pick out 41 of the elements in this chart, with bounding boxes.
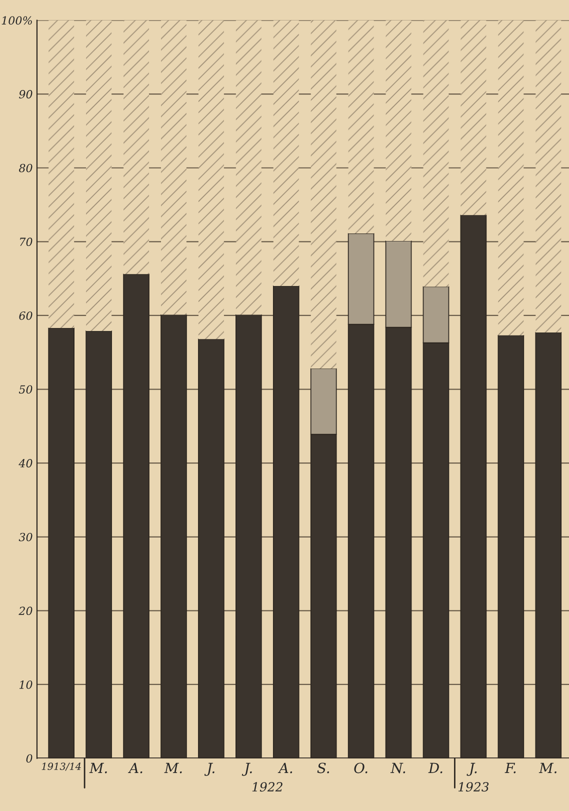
x-tick-label: N. [390,762,406,774]
bar [460,20,486,216]
bar [273,20,299,286]
x-tick-label: M. [89,762,107,774]
bar [86,20,112,331]
x-tick-label: J. [204,762,214,776]
bar [386,20,412,241]
bar [536,20,562,332]
y-tick-label: 50 [18,385,32,394]
y-tick-label: 20 [18,606,32,616]
x-tick-label: O. [354,762,368,774]
x-tick-label: J. [466,762,477,776]
bar [160,20,186,315]
bar [124,20,150,274]
x-tick-label: F. [504,762,516,774]
bar [198,20,224,340]
bar [423,20,449,287]
y-tick-label: 100% [2,16,32,25]
y-tick-label: 70 [20,238,32,246]
text: 1922 [252,782,282,792]
bar [498,20,524,336]
bar [348,20,374,234]
y-tick-label: 30 [18,532,32,542]
bar [310,20,336,369]
x-tick-label: A. [278,762,292,774]
y-tick-label: 60 [19,311,32,320]
bar [48,20,74,328]
x-tick-label: J. [242,762,252,776]
text: 1923 [458,782,489,792]
y-tick-label: 80 [19,164,32,172]
x-tick-label: 1913/14 [42,762,81,771]
x-tick-label: M. [538,762,556,774]
x-tick-label: A. [128,762,142,774]
bar [236,20,262,315]
y-tick-label: 10 [19,680,32,689]
y-tick-label: 90 [19,90,32,98]
y-tick-label: 40 [18,459,32,468]
x-tick-label: S. [317,762,330,774]
y-tick-label: 0 [26,754,32,763]
x-tick-label: M. [164,762,182,774]
x-tick-label: D. [428,762,442,774]
